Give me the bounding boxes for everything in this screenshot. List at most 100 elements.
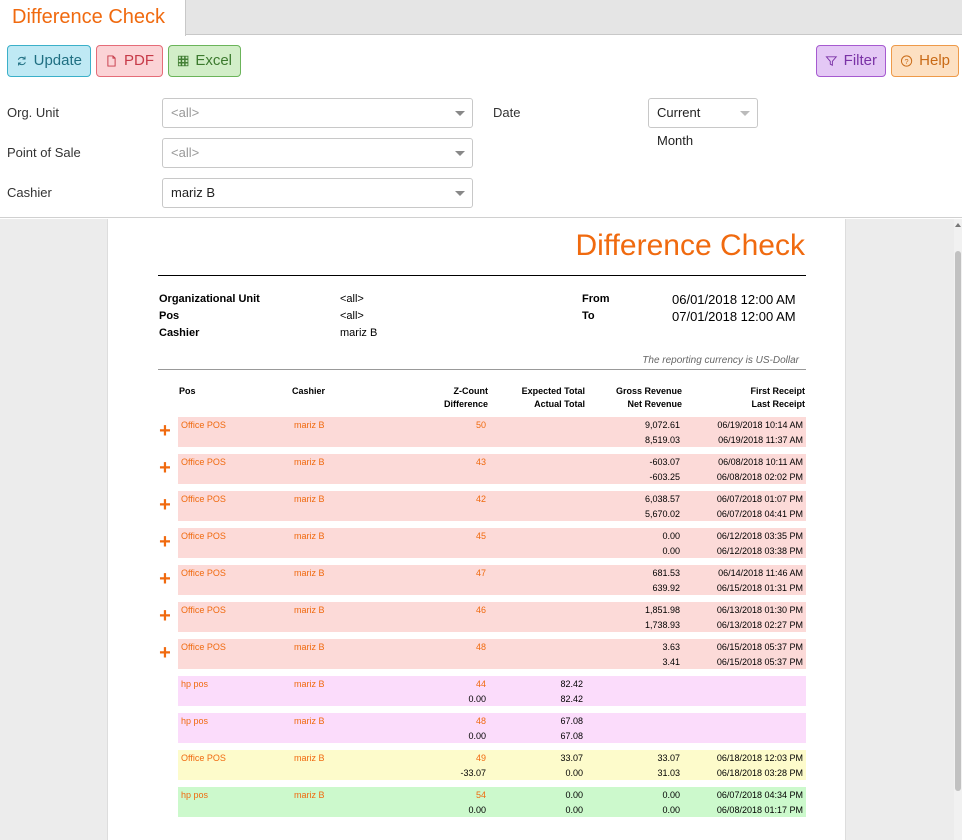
cell-last: 06/07/2018 04:41 PM	[716, 509, 803, 519]
cell-diff: 0.00	[468, 805, 486, 815]
cell-net: 5,670.02	[644, 509, 680, 519]
cell-cashier: mariz B	[294, 753, 325, 763]
tab-difference-check[interactable]: Difference Check	[0, 0, 186, 36]
table-row: Office POS mariz B 49 -33.07 33.07 0.00 33.07 3…	[178, 750, 806, 780]
cell-pos: hp pos	[181, 790, 209, 800]
svg-text:?: ?	[905, 57, 909, 66]
expand-icon[interactable]: +	[159, 568, 171, 590]
cell-gross: 33.07	[657, 753, 680, 763]
title-divider	[158, 275, 806, 276]
pos-label: Point of Sale	[7, 145, 81, 160]
filter-button[interactable]: Filter	[816, 45, 886, 77]
cell-first: 06/08/2018 10:11 AM	[718, 457, 803, 467]
report-title: Difference Check	[575, 229, 805, 262]
col-pos-header: Pos	[179, 386, 196, 396]
cell-actual: 67.08	[560, 731, 583, 741]
expand-icon[interactable]: +	[159, 531, 171, 553]
cell-expected: 33.07	[560, 753, 583, 763]
update-button[interactable]: Update	[7, 45, 91, 77]
cell-zcount: 42	[475, 494, 486, 504]
date-select[interactable]: Current Month	[648, 98, 758, 148]
meta-pos-label: Pos	[159, 310, 180, 322]
cell-net: 0.00	[662, 546, 680, 556]
cell-gross: 0.00	[662, 531, 680, 541]
cell-diff: 0.00	[468, 731, 486, 741]
meta-to-value: 07/01/2018 12:00 AM	[672, 309, 796, 324]
help-button[interactable]: ? Help	[891, 45, 959, 77]
cell-net: 3.41	[662, 657, 680, 667]
meta-pos-value: <all>	[340, 310, 364, 322]
cell-diff: 0.00	[468, 694, 486, 704]
question-icon: ?	[900, 55, 913, 67]
refresh-icon	[17, 56, 26, 66]
report-page: Difference Check Organizational Unit <al…	[107, 219, 846, 840]
cell-pos: hp pos	[181, 716, 209, 726]
col-zcount-header: Z-Count Difference	[388, 385, 488, 411]
cell-last: 06/13/2018 02:27 PM	[716, 620, 803, 630]
tab-bar: Difference Check	[0, 0, 962, 36]
toolbar: Update PDF Excel Filter ? Help	[0, 36, 962, 84]
funnel-icon	[825, 56, 838, 66]
grid-icon	[177, 55, 189, 67]
cell-last: 06/08/2018 02:02 PM	[716, 472, 803, 482]
cashier-select[interactable]: mariz B	[162, 178, 473, 208]
org-unit-select[interactable]: <all>	[162, 98, 473, 128]
cell-net: 0.00	[662, 805, 680, 815]
cell-cashier: mariz B	[294, 679, 325, 689]
cell-zcount: 54	[475, 790, 486, 800]
cell-pos: Office POS	[181, 457, 226, 467]
net-header: Net Revenue	[627, 399, 682, 409]
scroll-up-icon[interactable]	[955, 223, 961, 227]
chevron-down-icon	[455, 151, 465, 156]
scrollbar-thumb[interactable]	[955, 251, 961, 791]
excel-button[interactable]: Excel	[168, 45, 241, 77]
cell-actual: 82.42	[560, 694, 583, 704]
filter-label: Filter	[843, 52, 877, 69]
cell-net: 8,519.03	[644, 435, 680, 445]
expected-header: Expected Total	[521, 386, 585, 396]
cell-zcount: 45	[475, 531, 486, 541]
cell-actual: 0.00	[565, 768, 583, 778]
col-receipt-header: First Receipt Last Receipt	[705, 385, 805, 411]
cell-gross: 1,851.98	[644, 605, 680, 615]
cell-net: -603.25	[649, 472, 680, 482]
pdf-button[interactable]: PDF	[96, 45, 163, 77]
cell-first: 06/14/2018 11:46 AM	[718, 568, 803, 578]
table-row: hp pos mariz B 48 0.00 67.08 67.08	[178, 713, 806, 743]
gross-header: Gross Revenue	[615, 386, 682, 396]
expand-icon[interactable]: +	[159, 420, 171, 442]
difference-header: Difference	[443, 399, 488, 409]
last-header: Last Receipt	[751, 399, 805, 409]
cell-cashier: mariz B	[294, 457, 325, 467]
expand-icon[interactable]: +	[159, 605, 171, 627]
cell-last: 06/18/2018 03:28 PM	[716, 768, 803, 778]
pos-select[interactable]: <all>	[162, 138, 473, 168]
meta-to-label: To	[582, 310, 595, 322]
table-row: hp pos mariz B 44 0.00 82.42 82.42	[178, 676, 806, 706]
cashier-label: Cashier	[7, 185, 52, 200]
org-unit-label: Org. Unit	[7, 105, 60, 120]
cell-last: 06/12/2018 03:38 PM	[716, 546, 803, 556]
help-label: Help	[919, 52, 950, 69]
scrollbar[interactable]	[954, 219, 962, 840]
cell-zcount: 47	[475, 568, 486, 578]
first-header: First Receipt	[750, 386, 805, 396]
cell-cashier: mariz B	[294, 420, 325, 430]
expand-icon[interactable]: +	[159, 494, 171, 516]
cell-first: 06/07/2018 01:07 PM	[716, 494, 803, 504]
cell-cashier: mariz B	[294, 716, 325, 726]
cell-first: 06/12/2018 03:35 PM	[716, 531, 803, 541]
cell-last: 06/19/2018 11:37 AM	[718, 435, 803, 445]
expand-icon[interactable]: +	[159, 642, 171, 664]
cell-pos: Office POS	[181, 531, 226, 541]
cell-gross: -603.07	[649, 457, 680, 467]
currency-note: The reporting currency is US-Dollar	[642, 355, 799, 366]
date-value: Current Month	[657, 105, 701, 148]
meta-from-label: From	[582, 293, 610, 305]
col-total-header: Expected Total Actual Total	[485, 385, 585, 411]
expand-icon[interactable]: +	[159, 457, 171, 479]
meta-from-value: 06/01/2018 12:00 AM	[672, 292, 796, 307]
cell-actual: 0.00	[565, 805, 583, 815]
col-cashier-header: Cashier	[292, 386, 326, 396]
table-row: Office POS mariz B 45 0.00 0.00 06/12/2018 03…	[178, 528, 806, 558]
